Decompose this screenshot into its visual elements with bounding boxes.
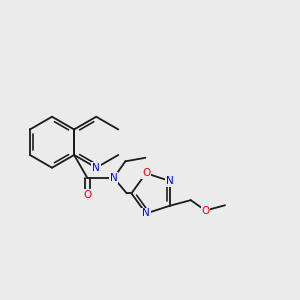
Text: N: N [166,176,174,186]
Text: O: O [201,206,210,215]
Text: N: N [92,163,100,173]
Text: O: O [142,168,150,178]
Text: N: N [142,208,150,218]
Text: N: N [110,173,118,183]
Text: O: O [83,190,92,200]
